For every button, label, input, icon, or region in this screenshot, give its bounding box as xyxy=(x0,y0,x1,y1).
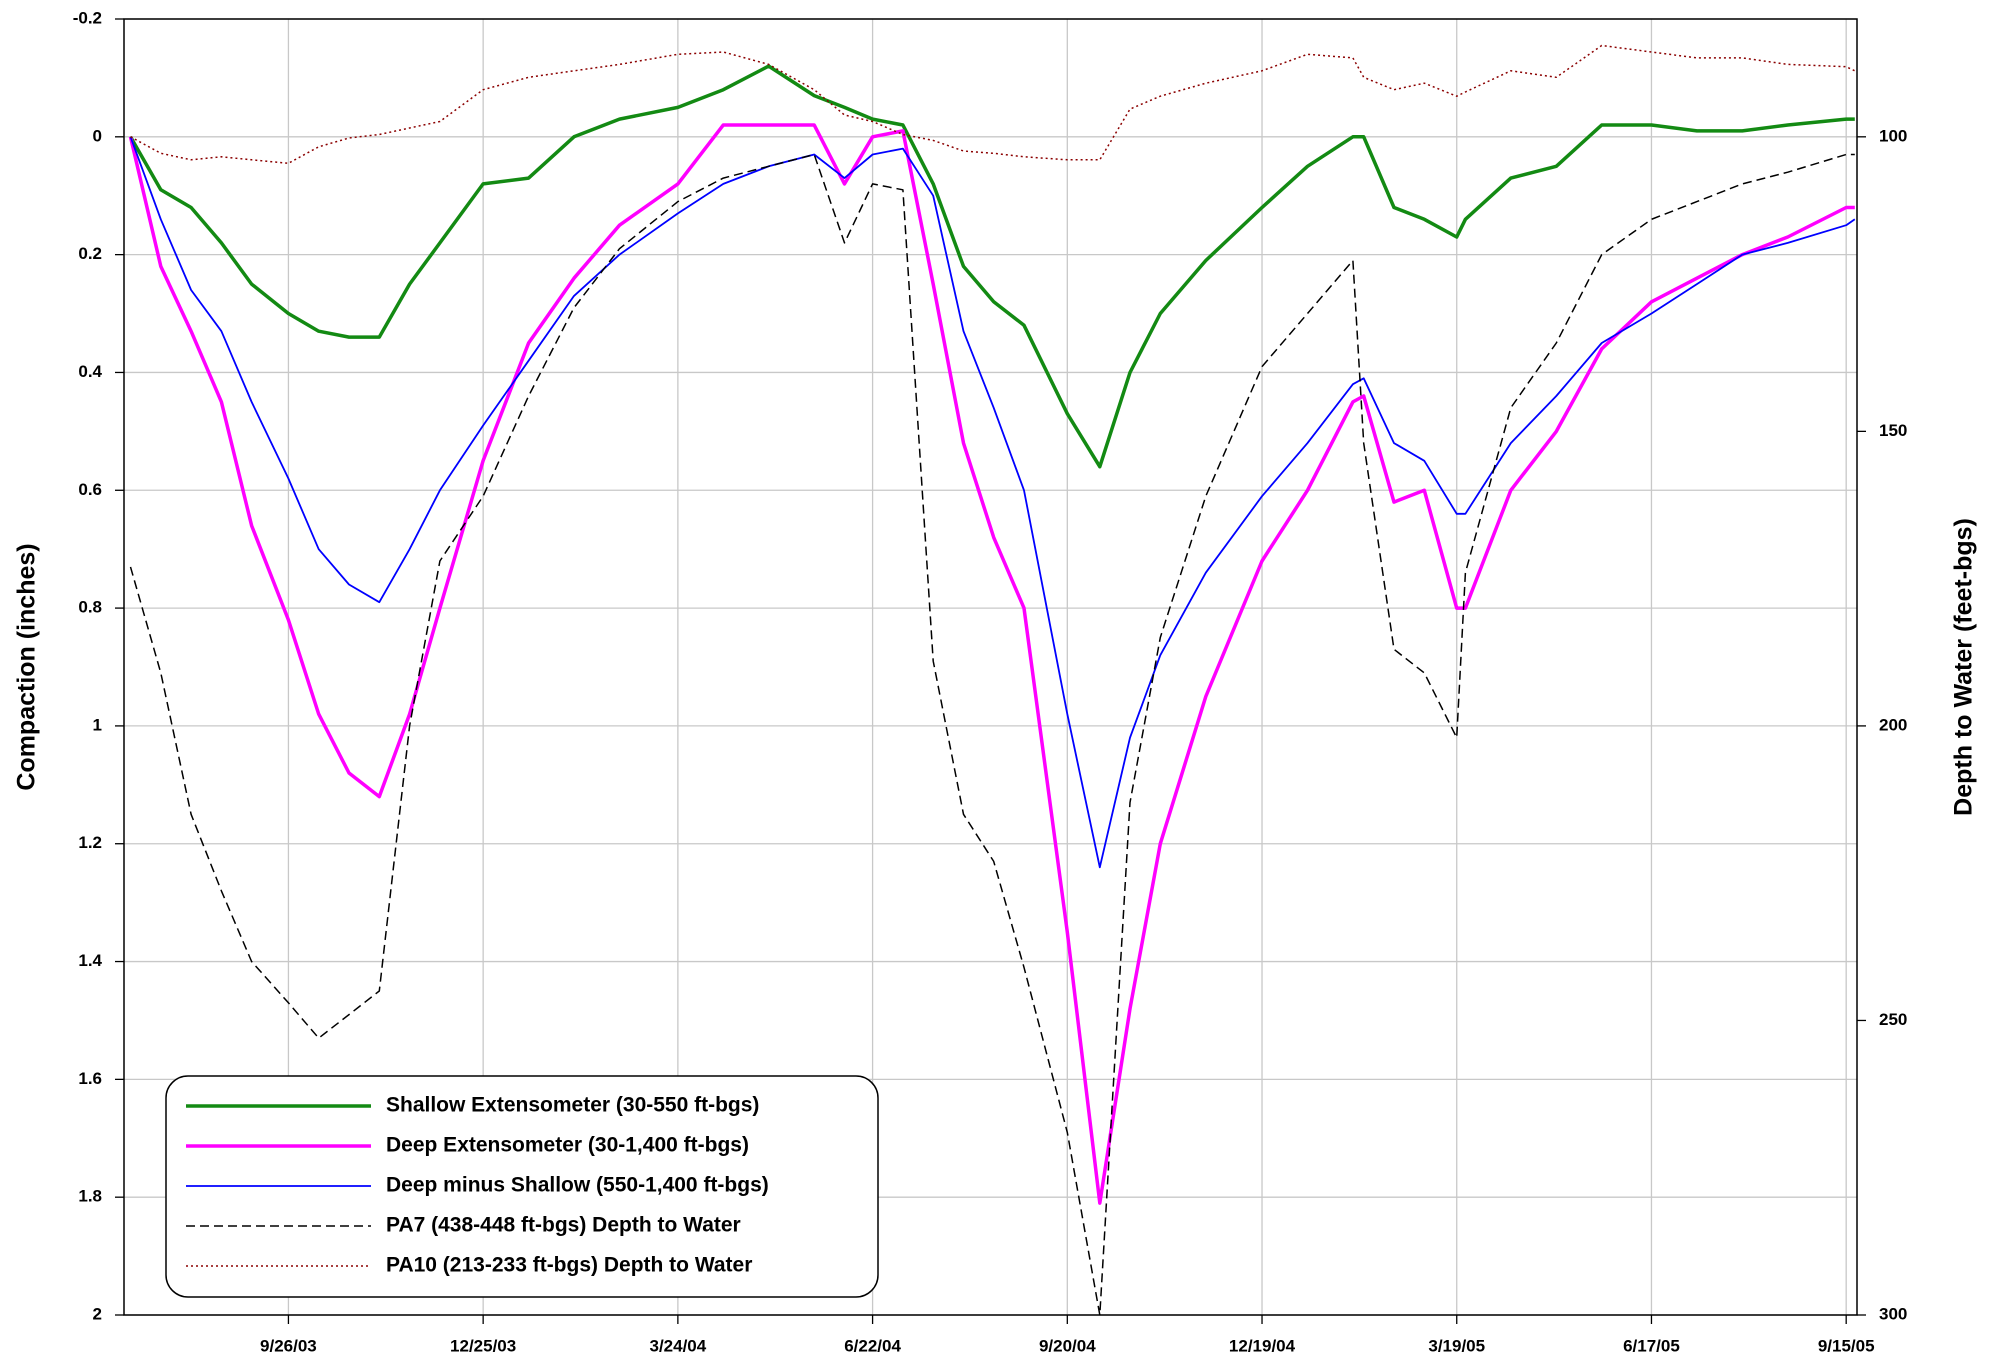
y-tick-label: 1.8 xyxy=(78,1187,102,1206)
plot-frame xyxy=(123,18,1858,1316)
x-tick-label: 6/22/04 xyxy=(844,1336,901,1355)
legend-label: Shallow Extensometer (30-550 ft-bgs) xyxy=(386,1094,759,1117)
y2-axis-title: Depth to Water (feet-bgs) xyxy=(1950,518,1978,816)
y-tick-label: 1.4 xyxy=(78,951,102,970)
y-axis-title: Compaction (inches) xyxy=(13,543,41,790)
x-tick-label: 12/19/04 xyxy=(1229,1336,1296,1355)
series-line xyxy=(128,64,1855,469)
x-tick-label: 3/19/05 xyxy=(1428,1336,1485,1355)
x-tick-label: 9/15/05 xyxy=(1818,1336,1875,1355)
y-tick-label: 0.2 xyxy=(78,244,102,263)
y2-tick-label: 100 xyxy=(1879,126,1907,145)
y-tick-label: 2 xyxy=(93,1304,102,1323)
y2-tick-label: 150 xyxy=(1879,421,1907,440)
series-line xyxy=(128,123,1855,1205)
y-tick-label: 1.2 xyxy=(78,833,102,852)
x-tick-label: 6/17/05 xyxy=(1623,1336,1680,1355)
y-tick-label: 1 xyxy=(93,715,102,734)
series-line xyxy=(129,153,1855,1316)
y2-tick-label: 250 xyxy=(1879,1010,1907,1029)
legend-box xyxy=(165,1075,879,1298)
series-line xyxy=(129,136,1856,869)
y-tick-label: 1.6 xyxy=(78,1069,102,1088)
x-tick-label: 12/25/03 xyxy=(450,1336,516,1355)
y-tick-label: 0.8 xyxy=(78,598,102,617)
legend-label: PA10 (213-233 ft-bgs) Depth to Water xyxy=(386,1254,752,1277)
legend-label: Deep Extensometer (30-1,400 ft-bgs) xyxy=(386,1134,749,1157)
x-tick-label: 9/20/04 xyxy=(1039,1336,1096,1355)
y2-tick-label: 200 xyxy=(1879,715,1907,734)
y-tick-label: 0.4 xyxy=(78,362,102,381)
y2-tick-label: 300 xyxy=(1879,1304,1907,1323)
x-tick-label: 3/24/04 xyxy=(650,1336,707,1355)
y-tick-label: 0.6 xyxy=(78,480,102,499)
legend-label: Deep minus Shallow (550-1,400 ft-bgs) xyxy=(386,1174,769,1197)
legend-label: PA7 (438-448 ft-bgs) Depth to Water xyxy=(386,1214,741,1237)
series-line xyxy=(130,44,1856,165)
x-tick-label: 9/26/03 xyxy=(260,1336,317,1355)
y-tick-label: -0.2 xyxy=(73,8,102,27)
y-tick-label: 0 xyxy=(93,126,102,145)
